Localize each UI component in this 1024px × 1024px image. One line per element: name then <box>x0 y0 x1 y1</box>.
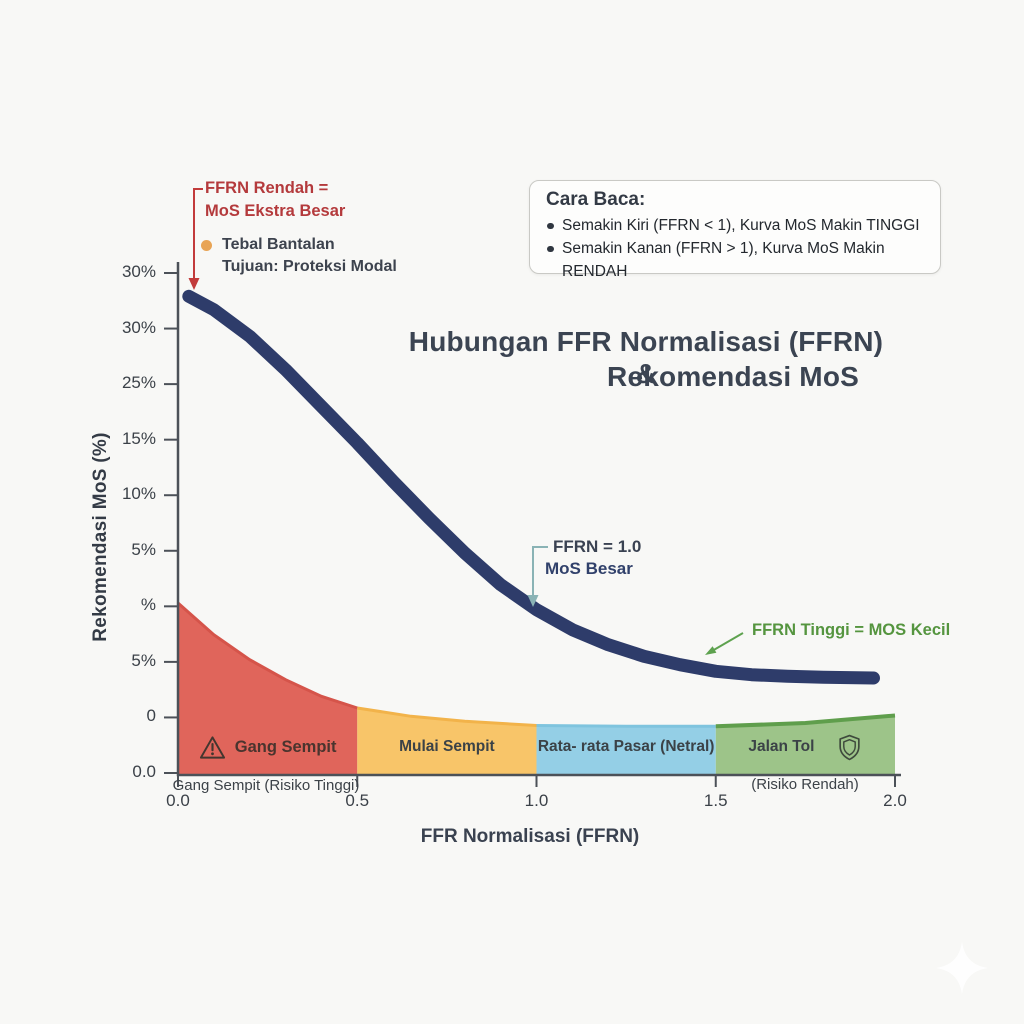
green-arrowhead-icon <box>705 646 717 655</box>
green-arrow-line <box>711 632 744 652</box>
x-tick-label: 1.0 <box>524 791 549 810</box>
annotation-ffrn-tinggi: FFRN Tinggi = MOS Kecil <box>752 621 951 639</box>
y-tick-label: 15% <box>121 428 156 448</box>
x-tick-label: 0.0 <box>166 791 190 810</box>
y-tick-label: 30% <box>121 262 156 281</box>
legend-item: Semakin Kiri (FFRN < 1), Kurva MoS Makin… <box>547 214 930 237</box>
annotation-note: Tebal Bantalan Tujuan: Proteksi Modal <box>222 234 397 278</box>
legend-item: Semakin Kanan (FFRN > 1), Kurva MoS Maki… <box>547 237 930 283</box>
zone-label-text: Jalan Tol <box>748 738 815 755</box>
legend-list: Semakin Kiri (FFRN < 1), Kurva MoS Makin… <box>530 214 940 283</box>
x-tick-label: 2.0 <box>883 791 907 810</box>
zone-edge-3 <box>715 713 896 729</box>
teal-arrow-line <box>532 546 548 595</box>
zone-edge-0 <box>177 601 358 710</box>
y-tick-label: 0.0 <box>132 762 156 781</box>
zone-label-0: Gang Sempit <box>178 732 357 762</box>
sparkle-icon <box>936 942 988 994</box>
y-tick-label: 5% <box>131 650 156 670</box>
chart-title-line2: Rekomendasi MoS <box>607 361 859 392</box>
annotation-ffrn-rendah-line1: FFRN Rendah = <box>205 179 329 197</box>
annotation-note-line2: Tujuan: Proteksi Modal <box>222 258 397 275</box>
zone-caption-right: (Risiko Rendah) <box>751 776 859 793</box>
zone-area-1 <box>357 708 537 775</box>
zone-caption-left: Gang Sempit (Risiko Tinggi) <box>172 777 360 794</box>
annotation-ffrn-1-line2: MoS Besar <box>545 559 633 578</box>
zone-label-1: Mulai Sempit <box>357 732 536 762</box>
x-tick-label: 0.5 <box>345 791 370 810</box>
y-tick-label: 0 <box>146 706 156 726</box>
y-tick-label: 25% <box>121 373 156 393</box>
legend-title: Cara Baca: <box>546 189 646 210</box>
chart-title-line1: Hubungan FFR Normalisasi (FFRN) & <box>408 326 884 389</box>
zone-area-3 <box>715 715 895 775</box>
zone-edge-2 <box>536 724 716 728</box>
zone-area-2 <box>536 725 716 775</box>
annotation-ffrn-rendah-line2: MoS Ekstra Besar <box>205 202 346 220</box>
annotation-ffrn-rendah: FFRN Rendah = MoS Ekstra Besar <box>205 177 345 223</box>
y-tick-label: 5% <box>131 539 156 559</box>
y-tick-label: % <box>140 595 156 615</box>
x-axis-title: FFR Normalisasi (FFRN) <box>420 826 640 847</box>
annotation-ffrn-1: FFRN = 1.0 MoS Besar <box>545 536 642 580</box>
annotation-note-line1: Tebal Bantalan <box>222 236 335 253</box>
bullet-dot-icon <box>201 240 212 251</box>
zone-edge-1 <box>357 706 537 727</box>
red-arrowhead-icon <box>188 278 200 290</box>
y-tick-label: 10% <box>121 484 156 504</box>
annotation-ffrn-1-line1: FFRN = 1.0 <box>553 537 642 556</box>
legend-box: Cara Baca: Semakin Kiri (FFRN < 1), Kurv… <box>529 180 941 280</box>
zone-area-0 <box>178 603 358 775</box>
red-arrow-line <box>193 188 203 278</box>
zone-label-3: Jalan Tol <box>716 732 895 762</box>
zone-label-text: Gang Sempit <box>234 737 337 756</box>
zone-label-text: Mulai Sempit <box>399 738 495 755</box>
shield-icon <box>839 734 861 760</box>
zone-label-text: Rata- rata Pasar (Netral) <box>537 738 715 755</box>
zone-label-2: Rata- rata Pasar (Netral) <box>537 732 716 762</box>
y-tick-label: 30% <box>121 317 156 337</box>
teal-arrowhead-icon <box>527 595 539 607</box>
mos-curve <box>182 289 880 685</box>
x-tick-label: 1.5 <box>703 791 728 810</box>
warning-icon <box>199 735 225 759</box>
